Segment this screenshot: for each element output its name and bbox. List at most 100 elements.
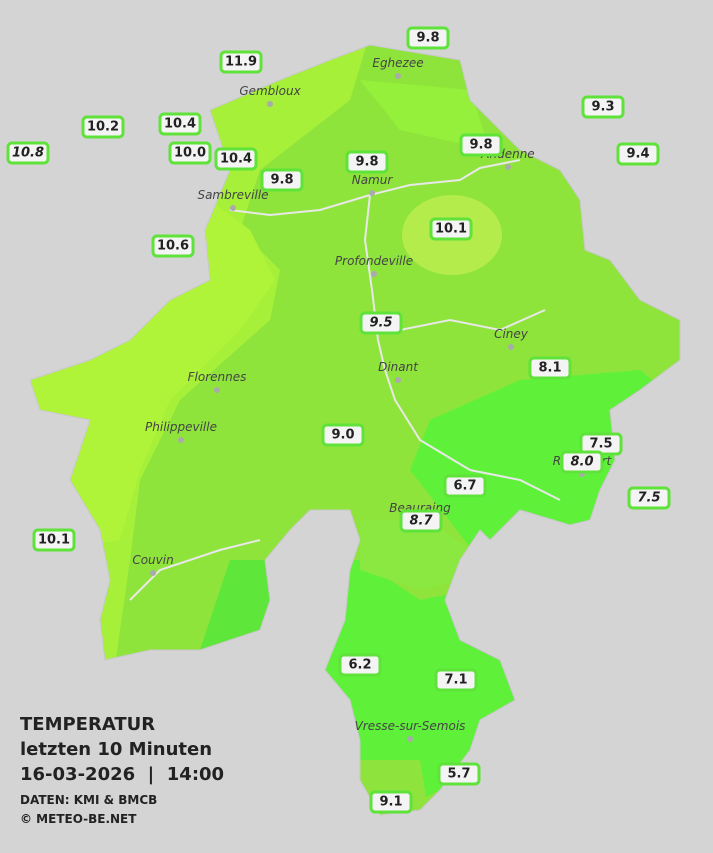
station: 10.2: [81, 115, 125, 139]
city-label: Namur: [352, 173, 394, 187]
station-box: [168, 141, 212, 165]
station: 10.4: [214, 147, 258, 171]
city-label: Sambreville: [197, 188, 268, 202]
city-label: Dinant: [378, 360, 419, 374]
station-box: [560, 450, 604, 474]
station-box: [434, 668, 478, 692]
station-box: [616, 142, 660, 166]
station-value: 10.1: [435, 222, 467, 237]
city-label: Florennes: [188, 370, 247, 384]
station: 10.1: [32, 528, 76, 552]
city-label: Couvin: [132, 553, 173, 567]
city-label: Philippeville: [145, 420, 217, 434]
station-box: [429, 217, 473, 241]
station: 8.7: [399, 509, 443, 533]
station-value: 10.0: [174, 146, 206, 161]
station-box: [32, 528, 76, 552]
city-dot: [369, 190, 375, 196]
city-dot: [214, 387, 220, 393]
station: 11.9: [219, 50, 263, 74]
city-dot: [230, 205, 236, 211]
station: 9.1: [369, 790, 413, 814]
city-label: Gembloux: [239, 84, 301, 98]
station-box: [321, 423, 365, 447]
legend-copyright: © METEO-BE.NET: [20, 812, 137, 826]
station-value: 9.1: [379, 795, 402, 810]
station: 9.3: [581, 95, 625, 119]
station-value: 6.7: [453, 479, 476, 494]
station: 10.8: [6, 141, 50, 165]
legend: TEMPERATUR letzten 10 Minuten 16-03-2026…: [20, 714, 224, 826]
station-box: [581, 95, 625, 119]
station: 9.8: [260, 168, 304, 192]
station: 10.1: [429, 217, 473, 241]
station-value: 9.8: [270, 173, 293, 188]
station-value: 8.7: [409, 514, 433, 529]
station-box: [459, 133, 503, 157]
station-value: 9.0: [331, 428, 354, 443]
city-label: Ciney: [494, 327, 529, 341]
station-box: [437, 762, 481, 786]
station: 7.1: [434, 668, 478, 692]
city-dot: [395, 377, 401, 383]
station-value: 10.8: [12, 146, 44, 161]
station: 10.6: [151, 234, 195, 258]
city-dot: [505, 164, 511, 170]
station-value: 8.0: [570, 455, 593, 470]
station-value: 9.3: [591, 100, 614, 115]
station-value: 9.4: [626, 147, 649, 162]
station-value: 6.2: [348, 658, 371, 673]
station-value: 5.7: [447, 767, 470, 782]
station-box: [399, 509, 443, 533]
station-value: 7.5: [637, 491, 660, 506]
station: 10.4: [158, 112, 202, 136]
rivers: [129, 159, 561, 601]
station-box: [260, 168, 304, 192]
station-box: [151, 234, 195, 258]
station-value: 9.8: [469, 138, 492, 153]
city-dot: [267, 101, 273, 107]
station-value: 7.5: [589, 437, 612, 452]
station-value: 8.1: [538, 361, 561, 376]
station: 7.5: [627, 486, 671, 510]
station-box: [406, 26, 450, 50]
station-value: 10.1: [38, 533, 70, 548]
station: 9.8: [345, 150, 389, 174]
station-box: [369, 790, 413, 814]
legend-title: TEMPERATUR: [20, 714, 155, 735]
city-label: Vresse-sur-Semois: [355, 719, 466, 733]
station-box: [443, 474, 487, 498]
city-dot: [407, 736, 413, 742]
station-value: 11.9: [225, 55, 257, 70]
station-value: 10.4: [220, 152, 252, 167]
station-value: 7.1: [444, 673, 467, 688]
city-label: Profondeville: [335, 254, 413, 268]
legend-source: DATEN: KMI & BMCB: [20, 793, 157, 807]
station: 9.8: [459, 133, 503, 157]
station: 9.4: [616, 142, 660, 166]
city-dot: [178, 437, 184, 443]
station: 10.0: [168, 141, 212, 165]
station-box: [627, 486, 671, 510]
city-dot: [150, 570, 156, 576]
station: 9.5: [359, 311, 403, 335]
station: 8.0: [560, 450, 604, 474]
station-value: 9.8: [416, 31, 439, 46]
legend-datetime: 16-03-2026 | 14:00: [20, 764, 224, 785]
station-value: 10.4: [164, 117, 196, 132]
station-box: [528, 356, 572, 380]
station-value: 10.2: [87, 120, 119, 135]
station-box: [359, 311, 403, 335]
station-box: [158, 112, 202, 136]
legend-period: letzten 10 Minuten: [20, 739, 212, 760]
station: 9.8: [406, 26, 450, 50]
station-value: 9.5: [369, 316, 392, 331]
station: 6.7: [443, 474, 487, 498]
station-value: 9.8: [355, 155, 378, 170]
station-box: [345, 150, 389, 174]
station: 7.5: [579, 432, 623, 456]
city-label: Eghezee: [372, 56, 423, 70]
station-box: [6, 141, 50, 165]
station-box: [214, 147, 258, 171]
